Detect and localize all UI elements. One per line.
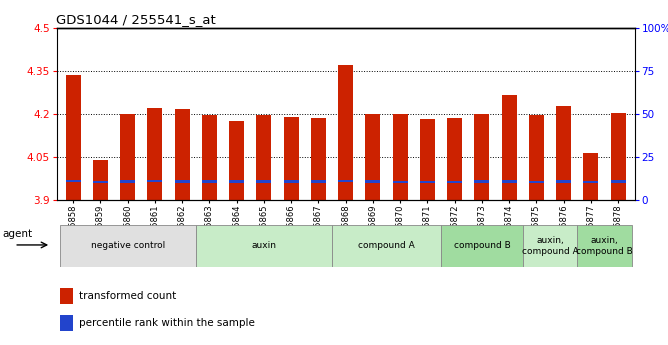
Bar <box>447 180 462 183</box>
Bar <box>502 180 517 183</box>
Text: agent: agent <box>3 229 33 239</box>
Bar <box>529 183 544 200</box>
Bar <box>441 225 523 266</box>
Bar <box>284 183 299 200</box>
Bar <box>174 109 190 180</box>
Bar <box>120 183 135 200</box>
Text: auxin,
compound A: auxin, compound A <box>522 236 578 256</box>
Bar <box>229 121 244 180</box>
Bar <box>174 180 190 183</box>
Bar <box>556 106 571 180</box>
Text: compound B: compound B <box>454 241 510 250</box>
Bar <box>120 114 135 180</box>
Bar <box>332 225 441 266</box>
Bar <box>393 180 407 183</box>
Text: percentile rank within the sample: percentile rank within the sample <box>79 318 255 328</box>
Text: auxin,
compound B: auxin, compound B <box>576 236 633 256</box>
Bar <box>60 315 73 331</box>
Bar <box>93 183 108 200</box>
Bar <box>393 183 407 200</box>
Bar <box>311 183 326 200</box>
Bar <box>311 118 326 180</box>
Bar <box>338 65 353 180</box>
Bar <box>284 117 299 180</box>
Bar <box>148 108 162 180</box>
Bar <box>196 225 332 266</box>
Bar <box>447 118 462 180</box>
Bar <box>202 115 217 180</box>
Bar <box>284 180 299 183</box>
Bar <box>474 180 490 183</box>
Bar <box>120 180 135 183</box>
Bar <box>447 183 462 200</box>
Bar <box>229 180 244 183</box>
Bar <box>583 180 599 183</box>
Bar <box>338 182 353 200</box>
Bar <box>556 183 571 200</box>
Bar <box>338 180 353 182</box>
Bar <box>93 160 108 180</box>
Bar <box>202 183 217 200</box>
Bar <box>577 225 632 266</box>
Text: compound A: compound A <box>358 241 415 250</box>
Bar <box>257 180 271 183</box>
Text: GDS1044 / 255541_s_at: GDS1044 / 255541_s_at <box>56 13 216 27</box>
Bar <box>420 180 435 183</box>
Bar <box>65 180 81 182</box>
Bar <box>474 183 490 200</box>
Bar <box>583 183 599 200</box>
Bar <box>311 180 326 183</box>
Bar <box>93 180 108 183</box>
Bar <box>420 183 435 200</box>
Bar <box>611 180 626 183</box>
Bar <box>257 183 271 200</box>
Text: transformed count: transformed count <box>79 291 176 301</box>
Bar <box>65 75 81 180</box>
Bar <box>556 180 571 183</box>
Bar <box>257 115 271 180</box>
Text: auxin: auxin <box>251 241 277 250</box>
Bar <box>60 288 73 304</box>
Bar <box>611 113 626 180</box>
Bar <box>365 114 381 180</box>
Bar <box>420 119 435 180</box>
Bar <box>583 153 599 180</box>
Bar <box>474 114 490 180</box>
Bar <box>65 182 81 200</box>
Bar <box>529 180 544 183</box>
Bar <box>611 183 626 200</box>
Bar <box>393 114 407 180</box>
Bar <box>365 183 381 200</box>
Text: negative control: negative control <box>91 241 165 250</box>
Bar <box>529 115 544 180</box>
Bar <box>59 225 196 266</box>
Bar <box>523 225 577 266</box>
Bar <box>502 95 517 180</box>
Bar <box>148 180 162 182</box>
Bar <box>365 180 381 183</box>
Bar <box>148 182 162 200</box>
Bar <box>174 183 190 200</box>
Bar <box>202 180 217 183</box>
Bar <box>502 183 517 200</box>
Bar <box>229 183 244 200</box>
